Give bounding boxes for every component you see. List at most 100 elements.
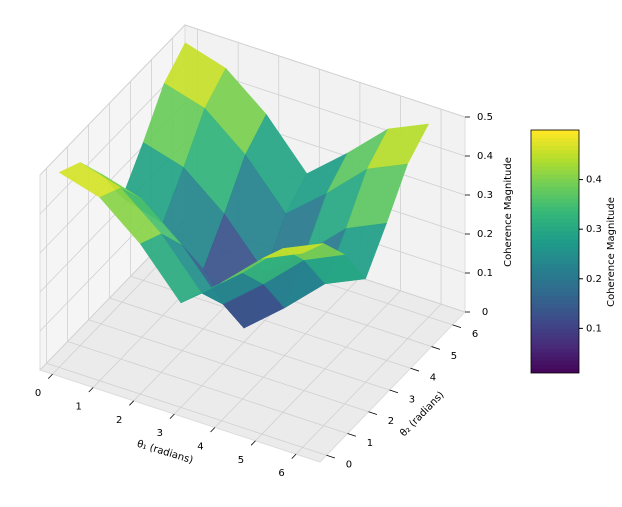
x-tick-label: 2 bbox=[116, 415, 122, 426]
colorbar-band bbox=[531, 263, 579, 269]
colorbar-band bbox=[531, 239, 579, 244]
colorbar-band bbox=[531, 283, 579, 289]
y-tick bbox=[410, 367, 420, 372]
colorbar-band bbox=[531, 223, 579, 228]
x-tick-label: 4 bbox=[197, 441, 203, 452]
colorbar-band bbox=[531, 134, 579, 139]
colorbar-band bbox=[531, 190, 579, 196]
colorbar-band bbox=[531, 267, 579, 273]
colorbar-band bbox=[531, 182, 579, 188]
colorbar-band bbox=[531, 142, 579, 147]
x-tick bbox=[129, 400, 135, 406]
colorbar-band bbox=[531, 150, 579, 155]
colorbar-band bbox=[531, 292, 579, 297]
x-tick bbox=[250, 440, 256, 446]
colorbar-band bbox=[531, 174, 579, 180]
x-tick-label: 5 bbox=[238, 455, 244, 466]
z-tick-label: 0 bbox=[482, 307, 488, 318]
colorbar-band bbox=[531, 312, 579, 317]
y-grid-line bbox=[67, 341, 348, 434]
x-tick-label: 0 bbox=[35, 388, 41, 399]
colorbar-band bbox=[531, 344, 579, 350]
z-grid-line bbox=[184, 24, 466, 118]
x-tick bbox=[291, 453, 297, 459]
z-tick-label: 0.5 bbox=[477, 112, 493, 123]
z-tick-label: 0.1 bbox=[477, 268, 493, 279]
colorbar-band bbox=[531, 227, 579, 232]
colorbar-band bbox=[531, 215, 579, 220]
y-tick-label: 0 bbox=[346, 460, 352, 471]
colorbar-band bbox=[531, 287, 579, 293]
colorbar-band bbox=[531, 247, 579, 252]
colorbar-band bbox=[531, 158, 579, 163]
x-grid-line bbox=[255, 290, 401, 442]
colorbar-band bbox=[531, 356, 579, 362]
colorbar-band bbox=[531, 231, 579, 236]
colorbar-band bbox=[531, 186, 579, 192]
colorbar-band bbox=[531, 146, 579, 151]
colorbar-band bbox=[531, 170, 579, 176]
z-tick-label: 0.3 bbox=[477, 190, 493, 201]
colorbar-band bbox=[531, 219, 579, 224]
colorbar-band bbox=[531, 308, 579, 313]
colorbar-band bbox=[531, 300, 579, 305]
y-tick bbox=[431, 346, 441, 350]
colorbar-band bbox=[531, 206, 579, 212]
colorbar-band bbox=[531, 296, 579, 301]
colorbar-band bbox=[531, 166, 579, 171]
colorbar-band bbox=[531, 255, 579, 261]
y-tick bbox=[368, 411, 378, 415]
y-grid-line bbox=[46, 362, 327, 456]
x-tick-label: 6 bbox=[278, 468, 284, 479]
colorbar-band bbox=[531, 259, 579, 265]
x-tick-label: 3 bbox=[157, 428, 163, 439]
y-tick bbox=[326, 454, 336, 459]
y-tick-label: 4 bbox=[430, 373, 436, 384]
colorbar-frame bbox=[530, 129, 580, 374]
colorbar-band bbox=[531, 194, 579, 200]
colorbar-band bbox=[531, 275, 579, 281]
colorbar-band bbox=[531, 138, 579, 143]
colorbar-band bbox=[531, 154, 579, 159]
colorbar-band bbox=[531, 251, 579, 257]
z-axis-label: Coherence Magnitude bbox=[503, 157, 514, 267]
x-axis-label: θ₁ (radians) bbox=[135, 439, 194, 467]
x-tick bbox=[88, 387, 94, 393]
colorbar-band bbox=[531, 211, 579, 216]
colorbar-band bbox=[531, 324, 579, 329]
x-grid-line bbox=[214, 277, 361, 428]
surface-patch bbox=[261, 243, 324, 259]
colorbar-band bbox=[531, 360, 579, 366]
colorbar-band bbox=[531, 352, 579, 358]
colorbar-band bbox=[531, 320, 579, 325]
colorbar-band bbox=[531, 198, 579, 204]
y-tick-label: 5 bbox=[451, 351, 457, 362]
colorbar-band bbox=[531, 178, 579, 184]
colorbar-band bbox=[531, 364, 579, 370]
y-tick-label: 6 bbox=[472, 329, 478, 340]
y-tick-label: 1 bbox=[367, 438, 373, 449]
colorbar-band bbox=[531, 279, 579, 285]
colorbar-band bbox=[531, 336, 579, 342]
colorbar bbox=[531, 130, 579, 373]
y-axis-label: θ₂ (radians) bbox=[398, 390, 446, 440]
colorbar-band bbox=[531, 368, 579, 373]
colorbar-band bbox=[531, 162, 579, 167]
y-tick-label: 3 bbox=[409, 394, 415, 405]
colorbar-tick-label: 0.1 bbox=[586, 323, 602, 334]
colorbar-band bbox=[531, 202, 579, 208]
z-grid-line bbox=[39, 63, 186, 215]
colorbar-band bbox=[531, 243, 579, 248]
colorbar-band bbox=[531, 348, 579, 354]
x-tick-label: 1 bbox=[75, 401, 81, 412]
x-tick bbox=[169, 413, 175, 419]
x-tick bbox=[47, 373, 53, 379]
colorbar-tick-label: 0.2 bbox=[586, 274, 602, 285]
colorbar-band bbox=[531, 271, 579, 277]
y-tick-label: 2 bbox=[388, 416, 394, 427]
z-tick-label: 0.2 bbox=[477, 229, 493, 240]
x-grid-line bbox=[295, 303, 442, 455]
colorbar-band bbox=[531, 340, 579, 346]
colorbar-band bbox=[531, 235, 579, 240]
